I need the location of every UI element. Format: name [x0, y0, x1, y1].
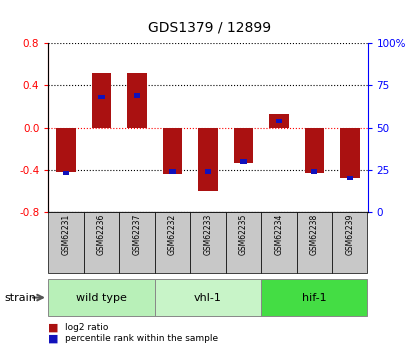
Text: hif-1: hif-1	[302, 293, 327, 303]
Bar	[190, 212, 226, 273]
Text: percentile rank within the sample: percentile rank within the sample	[65, 334, 218, 343]
Bar	[276, 119, 282, 123]
Bar	[134, 93, 140, 98]
Bar	[304, 128, 324, 173]
Bar	[340, 128, 360, 178]
Text: strain: strain	[4, 293, 36, 303]
Bar	[155, 212, 190, 273]
Text: GSM62239: GSM62239	[345, 214, 354, 255]
Bar	[48, 212, 84, 273]
Bar	[261, 212, 297, 273]
Bar	[205, 169, 211, 174]
Bar	[332, 212, 368, 273]
Bar	[226, 212, 261, 273]
Bar	[92, 73, 111, 128]
Bar	[240, 159, 247, 164]
Bar	[98, 95, 105, 99]
Bar	[48, 279, 155, 316]
Text: GSM62234: GSM62234	[274, 214, 284, 255]
Bar	[261, 279, 368, 316]
Text: GSM62233: GSM62233	[203, 214, 213, 255]
Bar	[56, 128, 76, 172]
Bar	[346, 176, 353, 180]
Text: GSM62236: GSM62236	[97, 214, 106, 255]
Text: GDS1379 / 12899: GDS1379 / 12899	[148, 21, 272, 35]
Text: log2 ratio: log2 ratio	[65, 323, 108, 332]
Bar	[297, 212, 332, 273]
Bar	[311, 169, 318, 174]
Bar	[169, 169, 176, 174]
Text: GSM62232: GSM62232	[168, 214, 177, 255]
Bar	[127, 73, 147, 128]
Bar	[163, 128, 182, 174]
Bar	[63, 171, 69, 175]
Bar	[155, 279, 261, 316]
Bar	[84, 212, 119, 273]
Text: ■: ■	[48, 323, 59, 333]
Bar	[234, 128, 253, 162]
Bar	[269, 114, 289, 128]
Text: vhl-1: vhl-1	[194, 293, 222, 303]
Bar	[198, 128, 218, 191]
Text: GSM62237: GSM62237	[132, 214, 142, 255]
Text: GSM62231: GSM62231	[62, 214, 71, 255]
Text: GSM62238: GSM62238	[310, 214, 319, 255]
Text: ■: ■	[48, 334, 59, 344]
Text: GSM62235: GSM62235	[239, 214, 248, 255]
Bar	[119, 212, 155, 273]
Text: wild type: wild type	[76, 293, 127, 303]
